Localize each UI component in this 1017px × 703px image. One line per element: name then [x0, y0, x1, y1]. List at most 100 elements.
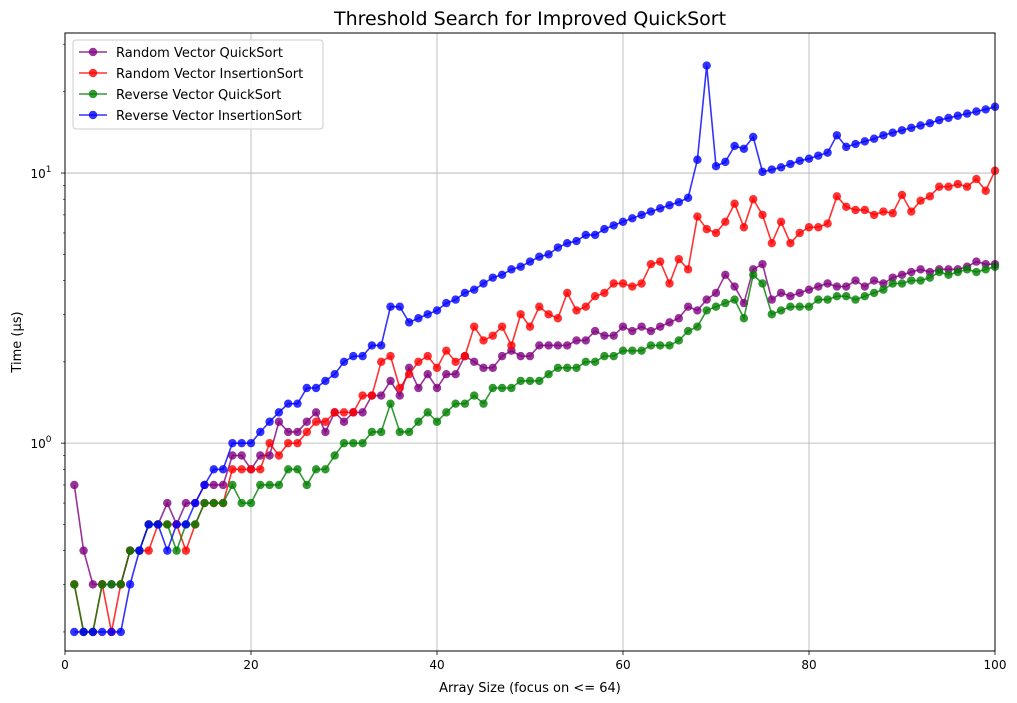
data-point: [274, 451, 284, 460]
data-point: [814, 223, 823, 232]
y-axis-label: Time (µs): [10, 311, 25, 373]
data-point: [962, 109, 972, 118]
data-point: [758, 259, 767, 269]
data-point: [749, 132, 758, 142]
data-point: [851, 295, 860, 304]
data-point: [730, 295, 739, 304]
legend-box: [72, 39, 324, 130]
data-point: [488, 273, 497, 282]
data-point: [516, 262, 525, 271]
data-point: [163, 498, 172, 508]
data-point: [432, 363, 442, 373]
plot-frame: [64, 32, 996, 652]
data-point: [832, 292, 842, 301]
data-point: [218, 465, 228, 474]
data-point: [516, 351, 525, 361]
data-point: [944, 270, 953, 280]
data-point: [786, 238, 795, 248]
data-point: [683, 326, 693, 336]
data-point: [981, 105, 990, 114]
data-point: [274, 408, 284, 417]
data-point: [377, 341, 386, 350]
data-point: [395, 302, 404, 311]
data-point: [535, 341, 544, 350]
data-point: [935, 267, 944, 277]
data-point: [284, 438, 293, 448]
data-point: [116, 580, 126, 589]
legend-swatch-marker: [88, 68, 98, 78]
data-point: [749, 195, 758, 204]
data-point: [842, 142, 851, 152]
data-point: [823, 148, 832, 157]
data-point: [935, 182, 944, 191]
data-point: [897, 279, 907, 288]
data-point: [590, 326, 600, 336]
data-point: [916, 121, 925, 130]
data-point: [804, 154, 814, 163]
data-point: [349, 438, 358, 448]
data-point: [470, 357, 479, 367]
data-point: [311, 408, 321, 417]
data-point: [711, 162, 721, 171]
data-point: [284, 465, 293, 474]
data-point: [776, 163, 786, 172]
data-point: [656, 341, 665, 350]
data-point: [776, 306, 786, 315]
data-point: [879, 285, 888, 294]
data-point: [470, 322, 479, 331]
data-point: [525, 322, 535, 331]
data-point: [395, 427, 404, 437]
data-point: [107, 580, 116, 589]
data-point: [609, 351, 618, 361]
y-tick-label: 100: [30, 435, 51, 451]
data-point: [842, 292, 851, 301]
legend-swatch-marker: [88, 47, 98, 57]
data-point: [181, 498, 191, 508]
data-point: [116, 627, 126, 637]
data-point: [460, 399, 470, 408]
data-point: [200, 480, 209, 490]
data-point: [451, 399, 460, 408]
legend-label: Random Vector InsertionSort: [116, 67, 303, 82]
data-point: [888, 128, 897, 137]
data-point: [339, 408, 349, 417]
data-point: [795, 288, 804, 298]
data-point: [739, 144, 749, 153]
data-point: [600, 351, 609, 361]
data-point: [497, 270, 507, 280]
data-point: [897, 270, 907, 280]
data-point: [581, 302, 590, 311]
data-point: [228, 480, 237, 490]
data-point: [823, 279, 832, 288]
data-point: [563, 238, 572, 248]
data-point: [776, 288, 786, 298]
data-point: [330, 451, 339, 460]
data-point: [442, 370, 451, 379]
data-point: [730, 141, 739, 151]
data-point: [497, 322, 507, 331]
legend: Random Vector QuickSort Random Vector Ins…: [72, 39, 324, 130]
data-point: [414, 357, 423, 367]
data-point: [191, 520, 200, 529]
data-point: [553, 363, 563, 373]
data-point: [944, 113, 953, 123]
data-point: [981, 265, 990, 274]
data-point: [730, 199, 739, 208]
data-point: [618, 279, 628, 288]
data-point: [479, 279, 488, 288]
data-point: [739, 223, 749, 232]
data-point: [302, 480, 311, 490]
data-point: [367, 341, 377, 350]
data-point: [535, 252, 544, 261]
x-axis-label: Array Size (focus on <= 64): [439, 681, 621, 696]
data-point: [721, 270, 730, 280]
data-point: [432, 417, 442, 426]
data-point: [544, 310, 553, 319]
data-point: [860, 282, 869, 291]
data-point: [191, 498, 200, 508]
data-point: [767, 295, 776, 304]
data-point: [544, 341, 553, 350]
data-point: [907, 276, 916, 285]
data-point: [814, 295, 823, 304]
data-point: [535, 302, 544, 311]
